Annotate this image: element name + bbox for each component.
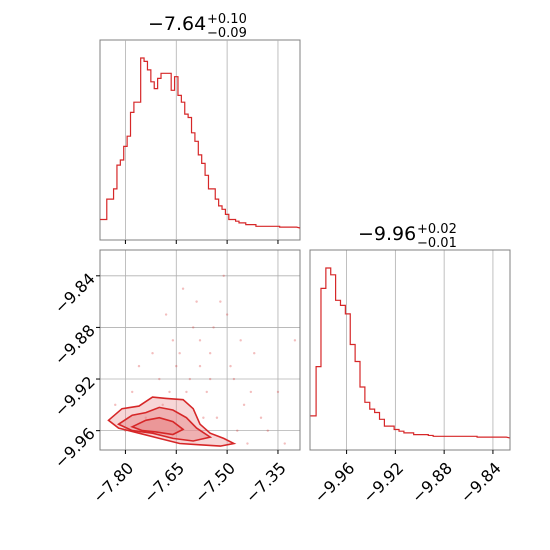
scatter-point (242, 403, 246, 407)
scatter-point (222, 274, 225, 278)
scatter-point (195, 300, 198, 303)
x-axis-ticks (124, 240, 279, 244)
panel-title-upper: +0.02 (417, 222, 457, 237)
scatter-point (178, 352, 181, 355)
scatter-point (137, 364, 141, 368)
scatter-point (202, 416, 205, 419)
histogram-step-line (100, 57, 301, 229)
y-tick-label: −9.84 (51, 269, 99, 317)
scatter-point (131, 390, 134, 394)
x-tick-label: −9.92 (359, 458, 407, 506)
scatter-point (283, 442, 286, 445)
scatter-point (293, 339, 297, 342)
x-tick-label: −7.35 (242, 458, 290, 506)
panel-title-lower: −0.01 (417, 236, 457, 251)
scatter-point (236, 429, 239, 432)
scatter-point (205, 390, 208, 394)
scatter-point (212, 326, 215, 329)
scatter-point (246, 442, 249, 445)
scatter-point (232, 377, 236, 381)
scatter-point (181, 287, 185, 290)
x-tick-label: −9.84 (457, 458, 505, 506)
x-tick-label: −9.96 (310, 458, 358, 506)
scatter-point (192, 326, 195, 329)
histogram-step-line (310, 267, 511, 439)
histogram-panel-bottom-right: −9.96 −9.92 −9.88 −9.84 −9.96 +0.02 −0.01 (309, 222, 511, 507)
scatter-point (225, 313, 229, 316)
x-tick-label: −7.65 (140, 458, 188, 506)
scatter-point (215, 416, 219, 419)
scatter-points (114, 274, 297, 445)
scatter-point (219, 300, 222, 303)
y-tick-label: −9.92 (51, 372, 99, 420)
scatter-point (175, 364, 178, 368)
panel-title-lower: −0.09 (207, 26, 247, 41)
x-tick-label: −7.50 (191, 458, 239, 506)
y-axis-ticks: −9.84−9.88−9.92−9.96 (51, 269, 100, 472)
y-tick-label: −9.88 (51, 321, 99, 369)
contour-level-3 (130, 416, 185, 436)
histogram-panel-top-left: −7.64 +0.10 −0.09 (99, 12, 301, 244)
grid-lines (346, 250, 494, 450)
density-contours (107, 396, 237, 447)
scatter-point (208, 352, 212, 355)
x-axis-ticks: −7.80 −7.65 −7.50 −7.35 (89, 450, 290, 507)
scatter-point (249, 390, 253, 394)
scatter-point (276, 390, 280, 394)
y-tick-label: −9.96 (51, 424, 99, 472)
scatter-point (208, 377, 212, 381)
scatter-point (253, 352, 256, 355)
scatter-point (198, 364, 202, 368)
x-tick-label: −9.88 (408, 458, 456, 506)
scatter-point (158, 377, 161, 381)
panel-title-value: −7.64 (148, 13, 206, 35)
scatter-point (266, 429, 269, 432)
x-axis-ticks: −9.96 −9.92 −9.88 −9.84 (310, 450, 505, 507)
panel-title-upper: +0.10 (207, 12, 247, 27)
scatter-point (114, 403, 117, 407)
scatter-point (171, 339, 175, 342)
scatter-point (229, 364, 232, 368)
scatter-panel-bottom-left: −7.80 −7.65 −7.50 −7.35 −9.84−9.88−9.92−9.9… (51, 249, 301, 507)
scatter-point (161, 403, 164, 407)
panel-title-value: −9.96 (358, 223, 416, 245)
scatter-point (164, 313, 168, 316)
scatter-point (151, 352, 154, 355)
scatter-point (198, 339, 202, 342)
scatter-point (188, 377, 192, 381)
panel-frame (99, 39, 301, 241)
scatter-point (259, 416, 263, 419)
x-tick-label: −7.80 (89, 458, 137, 506)
grid-lines (125, 40, 279, 240)
scatter-point (168, 390, 171, 394)
scatter-point (185, 390, 188, 394)
scatter-point (239, 339, 242, 342)
panel-frame (309, 249, 511, 451)
panel-frame (99, 249, 301, 451)
